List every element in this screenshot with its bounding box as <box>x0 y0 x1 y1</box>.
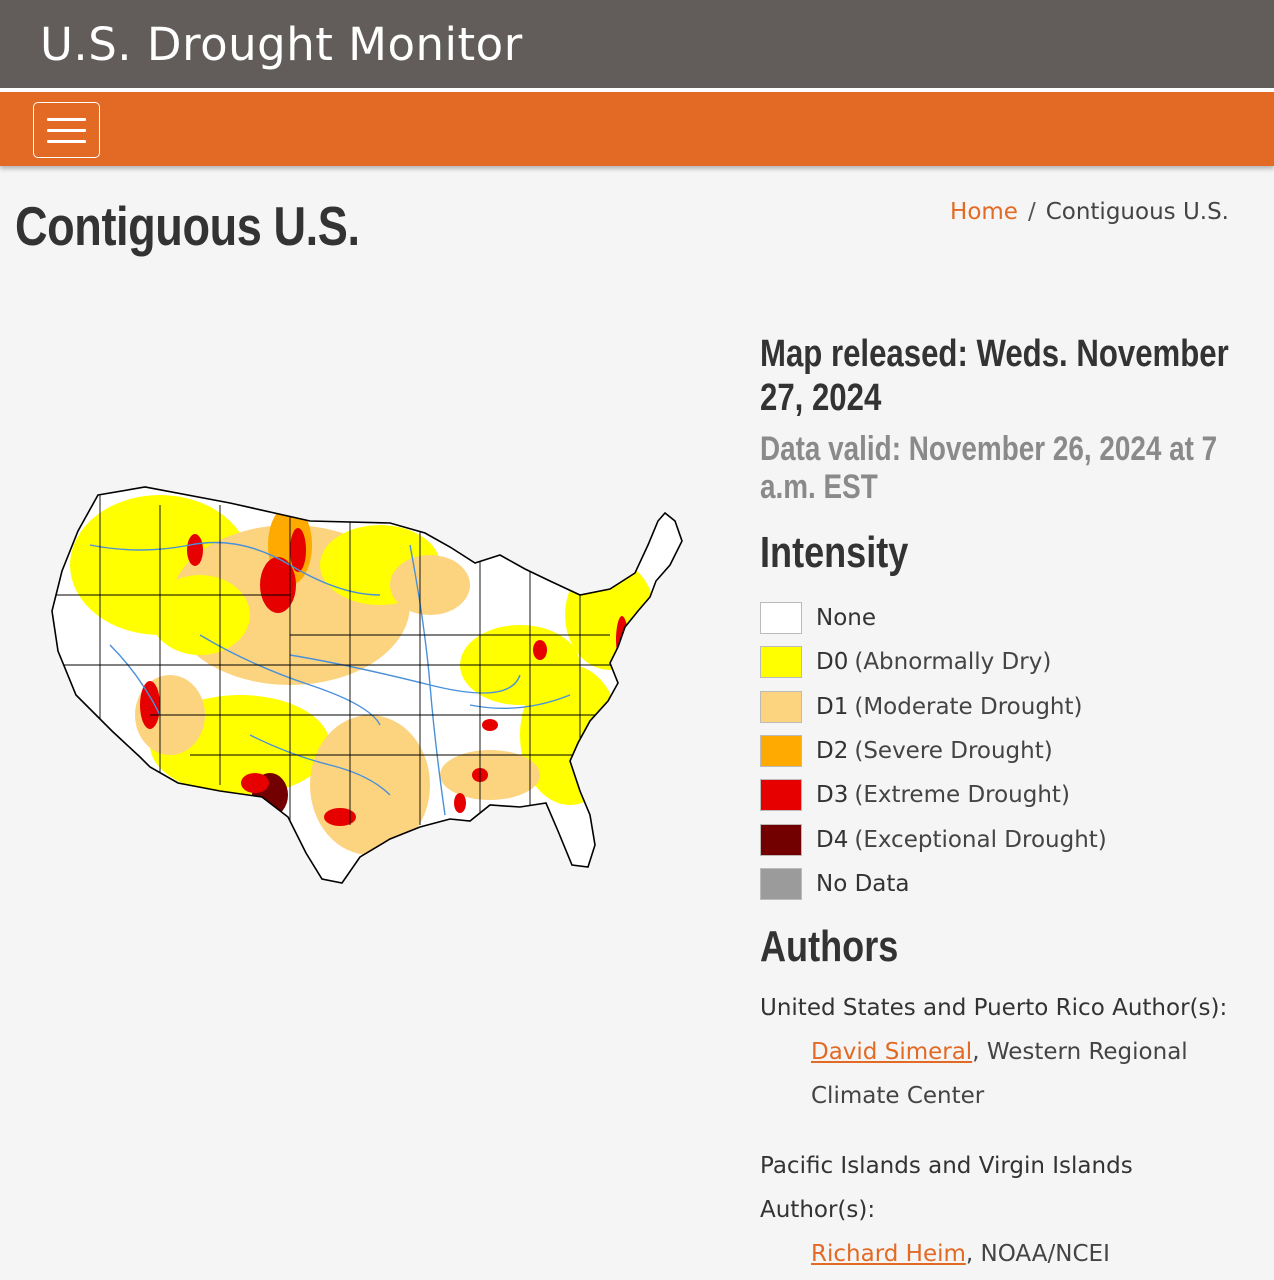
state-borders <box>52 487 610 845</box>
legend-desc: (Abnormally Dry) <box>854 649 1052 676</box>
legend-swatch <box>760 690 802 723</box>
data-valid-date: Data valid: November 26, 2024 at 7 a.m. … <box>760 430 1218 506</box>
legend-swatch <box>760 602 802 635</box>
page-title: Contiguous U.S. <box>15 195 360 257</box>
header-divider <box>0 88 1274 92</box>
breadcrumb-home-link[interactable]: Home <box>950 199 1018 225</box>
legend-item-no-data: No Data <box>760 862 1107 906</box>
drought-map[interactable] <box>50 485 690 890</box>
us-outline <box>51 486 683 884</box>
legend-desc: (Extreme Drought) <box>854 782 1070 809</box>
breadcrumb-separator: / <box>1027 199 1036 225</box>
navbar <box>0 92 1274 166</box>
authors-heading: Authors <box>760 922 899 971</box>
legend-swatch <box>760 735 802 768</box>
legend-swatch <box>760 823 802 856</box>
drought-map-svg <box>51 486 683 884</box>
legend-swatch <box>760 646 802 679</box>
legend-item-d1: D1 (Moderate Drought) <box>760 685 1107 729</box>
site-header: U.S. Drought Monitor <box>0 0 1274 88</box>
author-affiliation: , Western Regional Climate Center <box>811 1039 1188 1109</box>
author-entry: David Simeral, Western Regional Climate … <box>760 1030 1260 1118</box>
map-info: Map released: Weds. November 27, 2024 Da… <box>760 332 1260 506</box>
legend-desc: (Severe Drought) <box>854 738 1053 765</box>
author-entry: Richard Heim, NOAA/NCEI <box>760 1232 1260 1276</box>
author-group-us-pr: United States and Puerto Rico Author(s):… <box>760 986 1260 1118</box>
author-group-label: United States and Puerto Rico Author(s): <box>760 995 1228 1021</box>
legend-code: D0 <box>816 649 849 676</box>
legend-swatch <box>760 867 802 900</box>
legend-code: None <box>816 605 877 632</box>
author-group-label: Pacific Islands and Virgin Islands Autho… <box>760 1153 1133 1223</box>
legend-item-none: None <box>760 596 1107 640</box>
legend-swatch <box>760 779 802 812</box>
legend-item-d4: D4 (Exceptional Drought) <box>760 817 1107 861</box>
legend-item-d0: D0 (Abnormally Dry) <box>760 640 1107 684</box>
intensity-legend: None D0 (Abnormally Dry) D1 (Moderate Dr… <box>760 596 1107 906</box>
author-link[interactable]: Richard Heim <box>811 1241 966 1267</box>
author-group-pi-vi: Pacific Islands and Virgin Islands Autho… <box>760 1144 1190 1276</box>
hamburger-icon-bar <box>47 140 86 143</box>
hamburger-menu-button[interactable] <box>33 102 100 158</box>
legend-code: D4 <box>816 826 849 853</box>
legend-code: D1 <box>816 693 849 720</box>
legend-desc: (Moderate Drought) <box>854 693 1083 720</box>
legend-code: D2 <box>816 738 849 765</box>
legend-item-d2: D2 (Severe Drought) <box>760 729 1107 773</box>
rivers <box>89 541 571 816</box>
site-title[interactable]: U.S. Drought Monitor <box>40 18 523 71</box>
hamburger-icon <box>47 118 86 121</box>
intensity-heading: Intensity <box>760 528 909 577</box>
author-affiliation: , NOAA/NCEI <box>965 1241 1110 1267</box>
hamburger-icon-bar <box>47 129 86 132</box>
breadcrumb: Home / Contiguous U.S. <box>950 199 1229 225</box>
author-link[interactable]: David Simeral <box>811 1039 973 1065</box>
breadcrumb-current: Contiguous U.S. <box>1045 199 1229 225</box>
map-released-date: Map released: Weds. November 27, 2024 <box>760 333 1229 419</box>
legend-desc: (Exceptional Drought) <box>854 826 1107 853</box>
legend-item-d3: D3 (Extreme Drought) <box>760 773 1107 817</box>
legend-code: No Data <box>816 870 910 897</box>
legend-code: D3 <box>816 782 849 809</box>
